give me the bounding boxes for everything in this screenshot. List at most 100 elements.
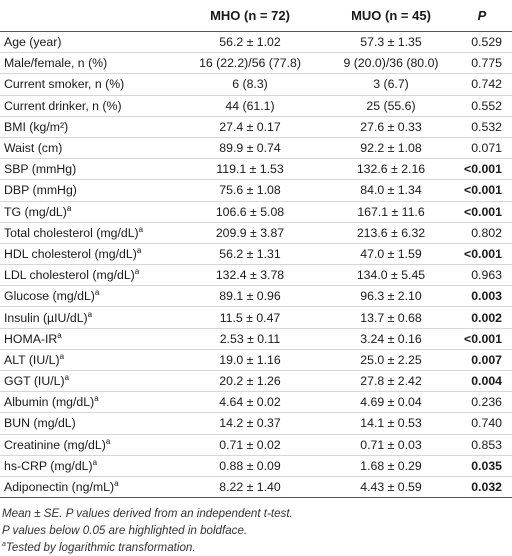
cell-mho: 4.64 ± 0.02 — [170, 391, 330, 414]
cell-p-value: 0.007 — [452, 349, 512, 372]
cell-muo: 4.43 ± 0.59 — [330, 476, 452, 499]
header-mho-n: (n = 72) — [244, 8, 290, 23]
variable-label: Current smoker, n (%) — [4, 77, 125, 92]
footnote-stats: Mean ± SE. P values derived from an inde… — [2, 507, 293, 521]
cell-muo: 9 (20.0)/36 (80.0) — [330, 52, 452, 75]
cell-p-value: <0.001 — [452, 201, 512, 223]
cell-variable: GGT (IU/L)a — [0, 370, 170, 393]
footnotes: Mean ± SE. P values derived from an inde… — [0, 498, 512, 556]
table-row: Insulin (µIU/dL)a 11.5 ± 0.47 13.7 ± 0.68 0… — [0, 306, 512, 329]
cell-muo: 25 (55.6) — [330, 95, 452, 117]
cell-p-value: 0.003 — [452, 285, 512, 308]
table-row: BMI (kg/m²) 27.4 ± 0.17 27.6 ± 0.33 0.532 — [0, 116, 512, 138]
footnote-bold: P values below 0.05 are highlighted in b… — [2, 524, 248, 538]
table-row: Current smoker, n (%) 6 (8.3) 3 (6.7) 0.742 — [0, 73, 512, 96]
cell-p-value: 0.740 — [452, 412, 512, 435]
cell-muo: 57.3 ± 1.35 — [330, 31, 452, 54]
table-row: Glucose (mg/dL)a 89.1 ± 0.96 96.3 ± 2.10 0.… — [0, 285, 512, 308]
cell-mho: 56.2 ± 1.31 — [170, 243, 330, 266]
footnote-log: aTested by logarithmic transformation. — [2, 539, 512, 556]
variable-footnote-marker: a — [94, 288, 100, 298]
table-body: Age (year) 56.2 ± 1.02 57.3 ± 1.35 0.529 Mal… — [0, 31, 512, 499]
cell-muo: 25.0 ± 2.25 — [330, 349, 452, 372]
cell-p-value: 0.853 — [452, 434, 512, 456]
table-row: Total cholesterol (mg/dL)a 209.9 ± 3.87 21… — [0, 222, 512, 244]
cell-mho: 132.4 ± 3.78 — [170, 264, 330, 287]
cell-variable: HDL cholesterol (mg/dL)a — [0, 243, 170, 266]
cell-muo: 13.7 ± 0.68 — [330, 306, 452, 329]
variable-label: Creatinine (mg/dL) — [4, 437, 106, 452]
variable-label: HDL cholesterol (mg/dL) — [4, 246, 137, 261]
cell-mho: 106.6 ± 5.08 — [170, 201, 330, 223]
variable-label: GGT (IU/L) — [4, 374, 65, 389]
cell-mho: 14.2 ± 0.37 — [170, 412, 330, 435]
variable-footnote-marker: a — [94, 394, 99, 404]
variable-footnote-marker: a — [57, 330, 62, 340]
variable-label: hs-CRP (mg/dL) — [4, 458, 93, 473]
variable-footnote-marker: a — [105, 436, 111, 446]
cell-variable: TG (mg/dL)a — [0, 201, 170, 223]
cell-variable: BMI (kg/m²) — [0, 116, 170, 138]
header-mho: MHO (n = 72) — [170, 0, 330, 32]
cell-variable: ALT (IU/L)a — [0, 349, 170, 372]
cell-p-value: <0.001 — [452, 328, 512, 350]
cell-variable: Total cholesterol (mg/dL)a — [0, 222, 170, 244]
variable-label: DBP (mmHg) — [4, 183, 77, 198]
cell-mho: 89.1 ± 0.96 — [170, 285, 330, 308]
variable-footnote-marker: a — [134, 267, 140, 277]
cell-muo: 132.6 ± 2.16 — [330, 158, 452, 181]
cell-muo: 167.1 ± 11.6 — [330, 201, 452, 223]
table-row: DBP (mmHg) 75.6 ± 1.08 84.0 ± 1.34 <0.001 — [0, 179, 512, 202]
cell-p-value: 0.802 — [452, 222, 512, 244]
cell-mho: 16 (22.2)/56 (77.8) — [170, 52, 330, 75]
variable-label: Adiponectin (ng/mL) — [4, 480, 115, 495]
table-row: BUN (mg/dL) 14.2 ± 0.37 14.1 ± 0.53 0.740 — [0, 412, 512, 435]
table-row: SBP (mmHg) 119.1 ± 1.53 132.6 ± 2.16 <0.001 — [0, 158, 512, 181]
cell-muo: 0.71 ± 0.03 — [330, 434, 452, 456]
table-row: TG (mg/dL)a 106.6 ± 5.08 167.1 ± 11.6 <0.00… — [0, 201, 512, 223]
variable-footnote-marker: a — [114, 478, 119, 488]
cell-p-value: 0.529 — [452, 31, 512, 54]
cell-p-value: <0.001 — [452, 158, 512, 181]
variable-footnote-marker: a — [64, 373, 70, 382]
header-muo: MUO (n = 45) — [330, 0, 452, 32]
cell-mho: 2.53 ± 0.11 — [170, 328, 330, 350]
cell-p-value: 0.032 — [452, 476, 512, 499]
cell-muo: 134.0 ± 5.45 — [330, 264, 452, 287]
cell-variable: Current drinker, n (%) — [0, 95, 170, 117]
cell-p-value: 0.775 — [452, 52, 512, 75]
table-row: Creatinine (mg/dL)a 0.71 ± 0.02 0.71 ± 0.0… — [0, 434, 512, 456]
cell-mho: 119.1 ± 1.53 — [170, 158, 330, 181]
cell-muo: 92.2 ± 1.08 — [330, 137, 452, 160]
variable-label: LDL cholesterol (mg/dL) — [4, 268, 135, 283]
cell-muo: 14.1 ± 0.53 — [330, 412, 452, 435]
variable-label: Age (year) — [4, 35, 62, 50]
cell-mho: 19.0 ± 1.16 — [170, 349, 330, 372]
variable-label: Current drinker, n (%) — [4, 98, 122, 113]
cell-mho: 20.2 ± 1.26 — [170, 370, 330, 393]
cell-muo: 4.69 ± 0.04 — [330, 391, 452, 414]
variable-label: ALT (IU/L) — [4, 352, 60, 367]
variable-label: Waist (cm) — [4, 141, 63, 156]
header-mho-label: MHO — [210, 8, 241, 23]
table-row: GGT (IU/L)a 20.2 ± 1.26 27.8 ± 2.42 0.004 — [0, 370, 512, 393]
variable-label: BUN (mg/dL) — [4, 416, 76, 431]
cell-muo: 213.6 ± 6.32 — [330, 222, 452, 244]
cell-muo: 1.68 ± 0.29 — [330, 455, 452, 477]
variable-label: Glucose (mg/dL) — [4, 289, 95, 304]
header-row: MHO (n = 72) MUO (n = 45) P — [0, 0, 512, 32]
cell-mho: 6 (8.3) — [170, 73, 330, 96]
cell-mho: 44 (61.1) — [170, 95, 330, 117]
cell-variable: Current smoker, n (%) — [0, 73, 170, 96]
cell-mho: 0.88 ± 0.09 — [170, 455, 330, 477]
variable-label: Male/female, n (%) — [4, 56, 108, 71]
variable-label: HOMA-IR — [4, 331, 58, 346]
cell-muo: 27.8 ± 2.42 — [330, 370, 452, 393]
variable-footnote-marker: a — [92, 457, 98, 467]
table-row: hs-CRP (mg/dL)a 0.88 ± 0.09 1.68 ± 0.29 0.0… — [0, 455, 512, 477]
cell-variable: hs-CRP (mg/dL)a — [0, 455, 170, 477]
table-row: HOMA-IRa 2.53 ± 0.11 3.24 ± 0.16 <0.001 — [0, 328, 512, 350]
cell-variable: Adiponectin (ng/mL)a — [0, 476, 170, 499]
cell-p-value: 0.552 — [452, 95, 512, 117]
